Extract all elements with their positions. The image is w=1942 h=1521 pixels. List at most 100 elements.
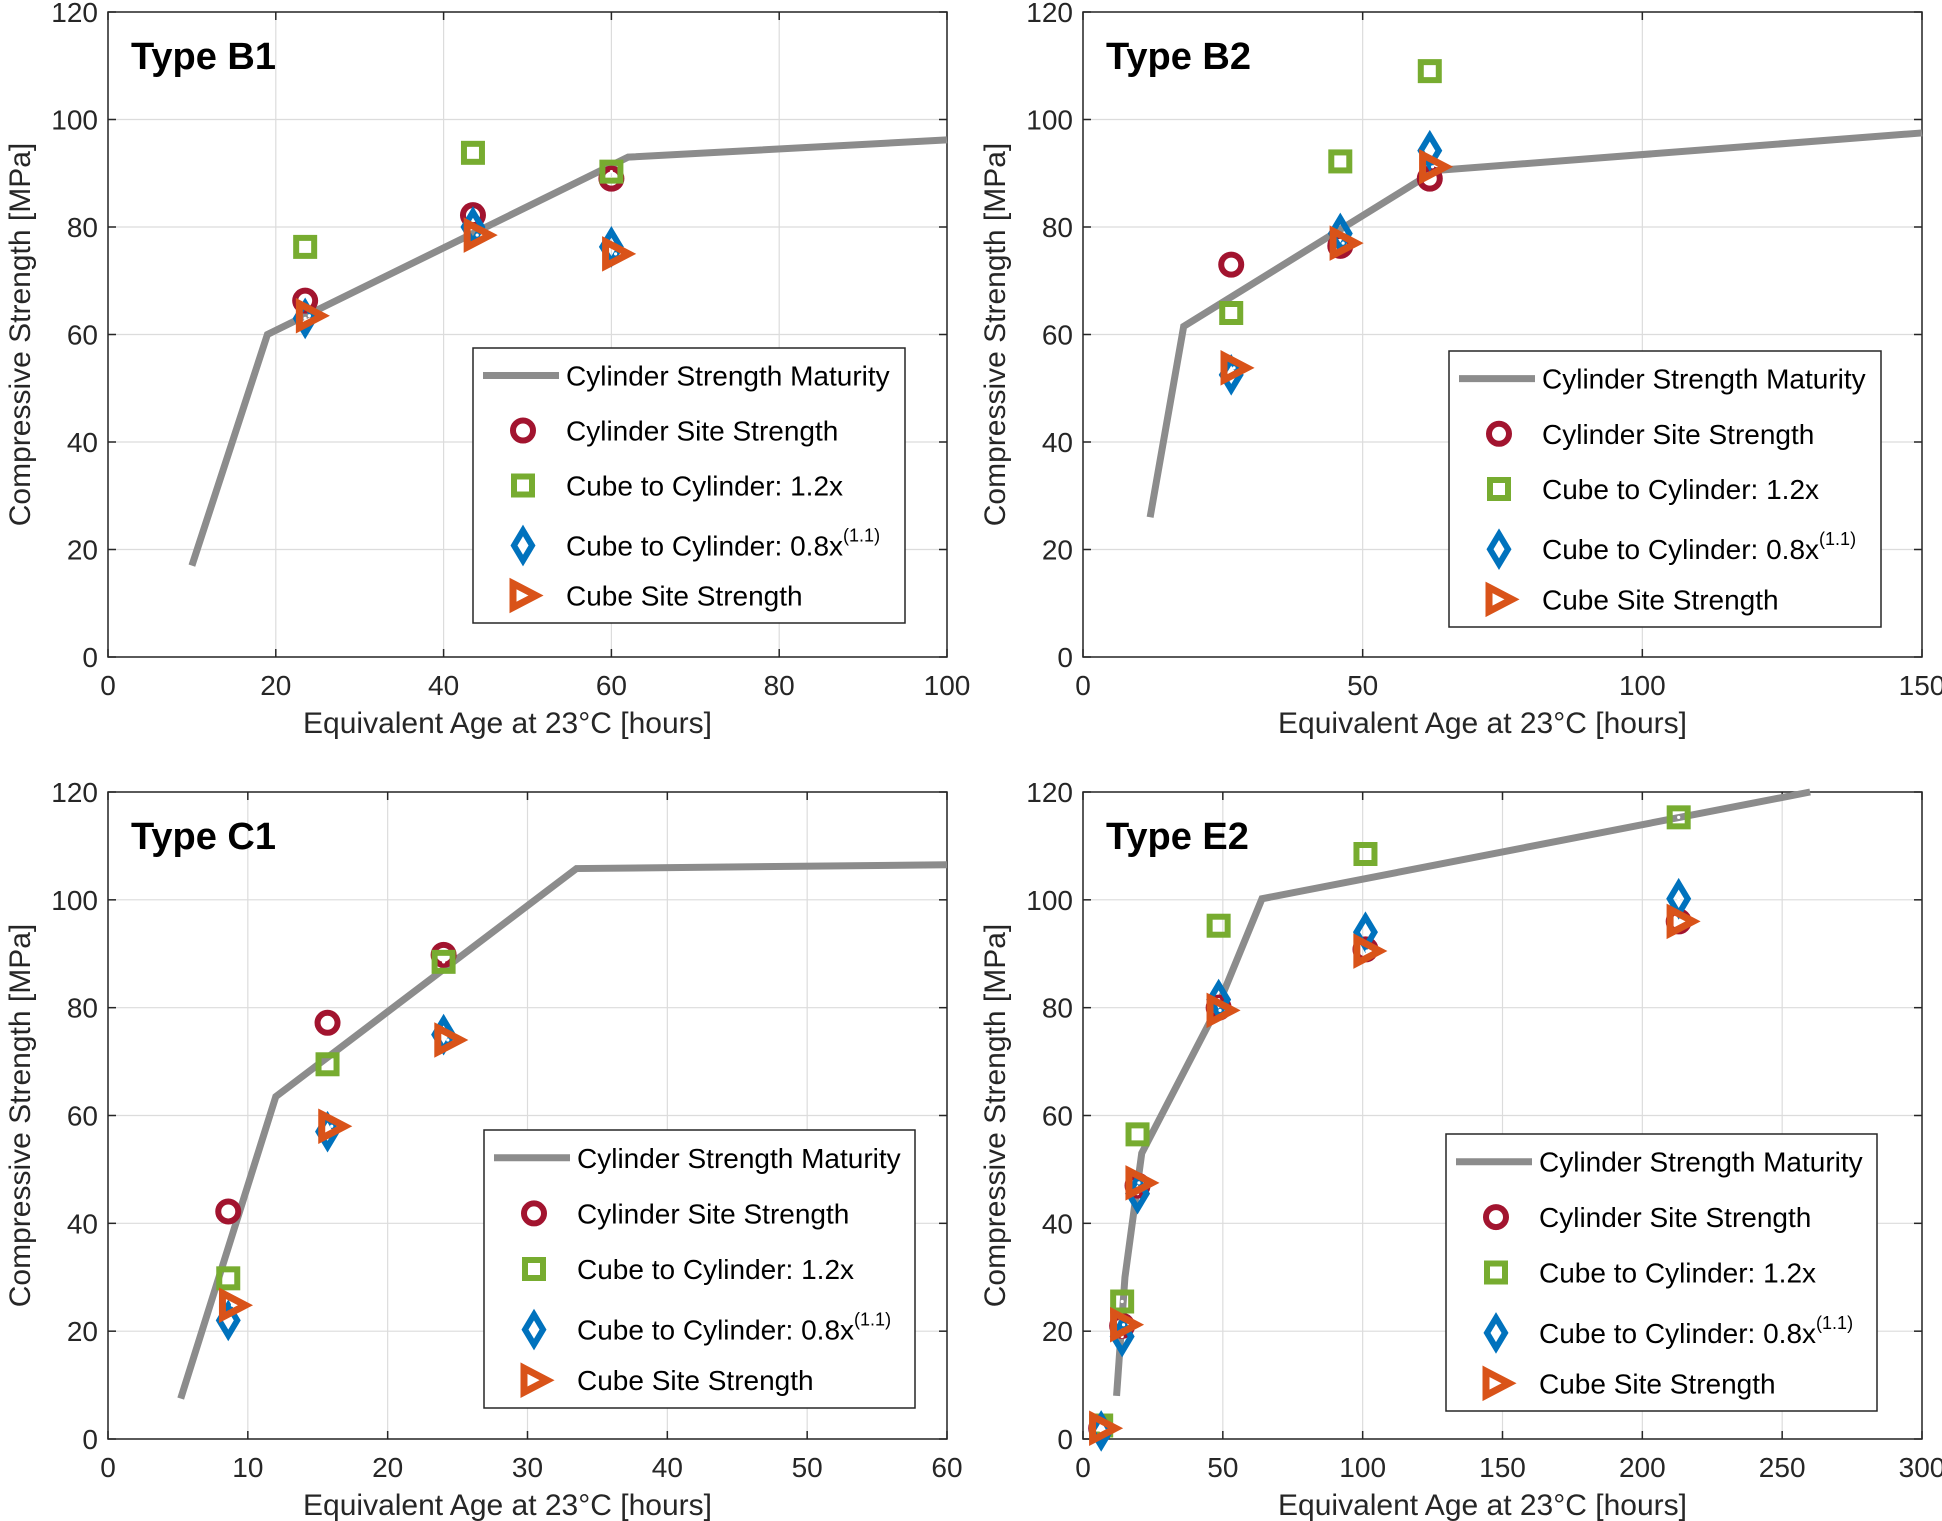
y-tick-label: 20: [1042, 535, 1073, 566]
panel-title: Type B1: [131, 36, 276, 78]
legend-square-swatch: [522, 1257, 546, 1281]
x-tick-label: 100: [924, 670, 971, 701]
circle-marker: [215, 1198, 242, 1225]
y-tick-label: 60: [67, 1101, 98, 1132]
legend-square-swatch-center: [532, 1267, 536, 1271]
maturity-curve: [1113, 788, 1811, 1397]
legend-circle-swatch: [521, 1200, 547, 1227]
y-tick-label: 120: [1026, 0, 1073, 28]
y-tick-label: 0: [1057, 642, 1073, 673]
x-tick-label: 150: [1479, 1452, 1526, 1483]
y-tick-label: 80: [67, 212, 98, 243]
x-tick-label: 60: [931, 1452, 962, 1483]
y-tick-label: 0: [82, 642, 98, 673]
triangle-marker: [1089, 1410, 1124, 1446]
y-axis-label: Compressive Strength [MPa]: [979, 143, 1012, 526]
x-tick-label: 60: [596, 670, 627, 701]
square-marker-center: [1135, 1132, 1140, 1136]
triangle-marker-center: [1365, 949, 1369, 953]
legend-box: [483, 1129, 916, 1409]
circle-marker: [314, 1009, 341, 1036]
x-tick-label: 50: [792, 1452, 823, 1483]
legend: Cylinder Strength Maturity Cylinder Site …: [472, 347, 906, 624]
x-axis-label: Equivalent Age at 23°C [hours]: [303, 707, 712, 740]
legend-circle-swatch: [1483, 1204, 1509, 1231]
legend-entry-superscript: (1.1): [1816, 1313, 1853, 1333]
y-tick-label: 60: [67, 320, 98, 351]
x-tick-label: 0: [1075, 1452, 1091, 1483]
legend-circle-swatch-center: [1494, 1215, 1498, 1219]
legend-entry-superscript: (1.1): [1819, 529, 1856, 549]
chart-panel-4: 0 50 100 150 200 250 300 0 20 40 60 80 100 120 Equival…: [979, 777, 1942, 1521]
circle-marker: [1218, 251, 1245, 278]
diamond-marker-center: [303, 316, 307, 320]
legend: Cylinder Strength Maturity Cylinder Site …: [483, 1129, 916, 1409]
legend-entry-label: Cube to Cylinder: 1.2x: [566, 471, 843, 502]
y-tick-label: 20: [67, 1316, 98, 1347]
legend-entry-superscript: (1.1): [843, 526, 880, 546]
legend-entry-label: Cube to Cylinder: 0.8x(1.1): [1539, 1313, 1853, 1349]
legend-entry-label: Cube to Cylinder: 0.8x(1.1): [1542, 529, 1856, 565]
legend-circle-swatch-center: [532, 1211, 536, 1215]
triangle-marker-center: [307, 314, 311, 318]
x-tick-label: 250: [1759, 1452, 1806, 1483]
y-tick-label: 60: [1042, 1101, 1073, 1132]
square-marker: [1206, 913, 1231, 938]
legend-square-swatch: [1487, 477, 1511, 501]
triangle-marker-center: [613, 252, 618, 256]
square-marker: [431, 949, 456, 974]
legend-triangle-swatch: [509, 577, 544, 614]
legend-entry-label: Cylinder Site Strength: [1539, 1202, 1811, 1233]
triangle-marker-center: [1121, 1323, 1126, 1327]
legend-diamond-swatch-center: [1497, 547, 1501, 551]
legend-triangle-swatch-center: [521, 593, 525, 598]
triangle-marker: [1353, 933, 1388, 969]
legend-entry-label: Cylinder Site Strength: [577, 1198, 849, 1229]
triangle-marker-center: [1430, 165, 1435, 169]
y-tick-label: 40: [67, 427, 98, 458]
legend: Cylinder Strength Maturity Cylinder Site …: [1445, 1133, 1878, 1412]
legend-circle-swatch-center: [521, 428, 525, 433]
square-marker: [1328, 149, 1353, 174]
maturity-curve: [177, 861, 948, 1400]
series-square: [1219, 59, 1442, 325]
series-triangle: [218, 1022, 469, 1324]
legend-diamond-swatch-center: [521, 543, 525, 548]
legend-entry-label: Cube Site Strength: [566, 581, 803, 612]
triangle-marker-center: [475, 233, 479, 237]
x-tick-label: 300: [1899, 1452, 1942, 1483]
legend-box: [1448, 350, 1882, 628]
grid-lines: [107, 11, 948, 658]
legend-triangle-swatch-center: [1494, 1381, 1498, 1385]
square-marker: [315, 1052, 340, 1077]
legend-entry-label: Cube to Cylinder: 1.2x: [577, 1254, 854, 1285]
series-triangle: [295, 217, 637, 334]
diamond-marker: [1417, 129, 1443, 172]
legend-entry-label: Cylinder Strength Maturity: [577, 1143, 901, 1174]
legend-box: [472, 347, 906, 624]
y-tick-label: 20: [67, 535, 98, 566]
x-axis-label: Equivalent Age at 23°C [hours]: [303, 1489, 712, 1521]
x-tick-label: 200: [1619, 1452, 1666, 1483]
legend: Cylinder Strength Maturity Cylinder Site …: [1448, 350, 1882, 628]
panel-title: Type E2: [1106, 816, 1249, 858]
legend-diamond-swatch: [1486, 528, 1512, 571]
legend-square-swatch: [511, 473, 535, 498]
legend-triangle-swatch-center: [1497, 597, 1501, 602]
triangle-marker-center: [230, 1303, 235, 1307]
legend-entry-label: Cube to Cylinder: 0.8x(1.1): [566, 526, 880, 562]
legend-triangle-swatch: [1482, 1365, 1517, 1402]
legend-diamond-swatch: [521, 1308, 547, 1351]
x-tick-label: 0: [100, 670, 116, 701]
x-tick-label: 80: [764, 670, 795, 701]
legend-square-swatch-center: [1494, 1270, 1498, 1275]
series-square: [216, 949, 456, 1291]
x-tick-label: 50: [1347, 670, 1378, 701]
square-marker-center: [1428, 69, 1432, 73]
series-square: [293, 140, 624, 259]
legend-diamond-swatch-center: [1494, 1331, 1498, 1335]
square-marker: [216, 1266, 241, 1291]
legend-square-swatch-center: [1497, 487, 1501, 491]
triangle-marker: [434, 1022, 469, 1058]
